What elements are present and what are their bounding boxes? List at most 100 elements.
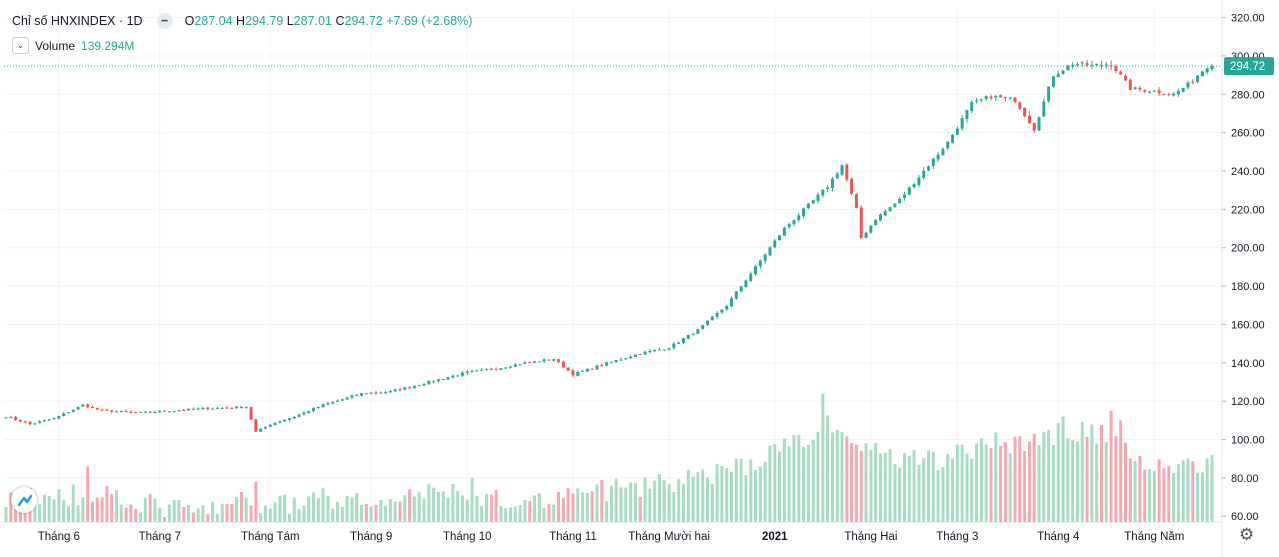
candle xyxy=(480,368,484,372)
candle xyxy=(561,360,565,368)
candle xyxy=(600,363,604,367)
volume-bar xyxy=(129,504,133,522)
candle xyxy=(456,374,460,377)
candle xyxy=(235,406,239,410)
chevron-down-icon[interactable]: ⌄ xyxy=(12,37,29,54)
volume-bar xyxy=(158,507,162,522)
symbol-title[interactable]: Chỉ số HNXINDEX · 1D xyxy=(12,14,143,28)
candle xyxy=(316,406,320,409)
candle xyxy=(989,94,993,101)
x-tick-label: Tháng 9 xyxy=(350,531,392,543)
volume-bar xyxy=(773,443,777,522)
volume-bar xyxy=(263,505,267,522)
volume-bar xyxy=(706,477,709,522)
volume-bar xyxy=(710,484,714,522)
volume-bar xyxy=(725,468,729,522)
candle xyxy=(936,151,940,162)
time-axis[interactable]: Tháng 6 Tháng 7 Tháng Tám Tháng 9 Tháng 10 Th… xyxy=(38,531,1185,543)
volume-bar xyxy=(38,504,42,522)
candle xyxy=(172,410,176,413)
candle xyxy=(494,367,498,371)
candle xyxy=(393,388,397,393)
candle xyxy=(951,134,955,144)
volume-bar xyxy=(1176,464,1180,522)
volume-bar xyxy=(1071,440,1075,522)
volume-bar xyxy=(1205,458,1209,522)
volume-bar xyxy=(1133,460,1137,522)
volume-bar xyxy=(595,484,599,522)
candle xyxy=(499,367,503,371)
volume-bar xyxy=(509,507,512,522)
candle xyxy=(1133,86,1137,90)
candle xyxy=(134,411,138,414)
candle xyxy=(86,403,90,409)
volume-bar xyxy=(782,438,786,522)
volume-bar xyxy=(1027,441,1031,522)
candle xyxy=(9,415,13,419)
candle xyxy=(1090,60,1094,70)
volume-bar xyxy=(287,513,291,522)
gear-icon[interactable]: ⚙ xyxy=(1239,525,1255,544)
volume-bar xyxy=(758,466,762,522)
tradingview-logo-icon[interactable] xyxy=(11,487,37,513)
y-tick-label: 320.00 xyxy=(1231,13,1265,25)
volume-bar xyxy=(730,471,734,522)
candle xyxy=(984,95,988,101)
candle xyxy=(225,406,229,409)
volume-bar xyxy=(547,504,551,522)
x-tick-label: Tháng Năm xyxy=(1124,531,1184,543)
volume-bar xyxy=(494,490,498,522)
volume-bar xyxy=(393,501,397,522)
candle xyxy=(653,349,657,352)
volume-bar xyxy=(436,492,440,522)
y-tick-label: 200.00 xyxy=(1231,243,1265,255)
volume-bar xyxy=(417,492,421,522)
volume-bar xyxy=(609,485,613,522)
volume-bar xyxy=(191,512,195,522)
candle xyxy=(754,265,758,277)
volume-bar xyxy=(1143,469,1147,522)
candle xyxy=(571,368,575,377)
volume-bar xyxy=(1090,424,1094,522)
volume-bar xyxy=(187,505,191,522)
volume-bar xyxy=(259,513,263,522)
volume-bar xyxy=(778,451,782,522)
x-tick-label: Tháng 11 xyxy=(549,531,597,543)
candle xyxy=(292,415,296,420)
volume-bar xyxy=(480,506,484,522)
volume-bar xyxy=(182,506,186,522)
volume-bar xyxy=(489,494,493,522)
volume-bar xyxy=(172,500,176,522)
volume-bar xyxy=(903,452,906,522)
candle xyxy=(845,163,849,182)
candle xyxy=(1143,89,1147,94)
volume-bar xyxy=(960,444,964,522)
volume-bar xyxy=(350,497,354,522)
candle xyxy=(326,401,330,406)
more-options-icon[interactable]: ━ xyxy=(156,13,173,29)
candle xyxy=(369,391,373,395)
candle xyxy=(355,393,359,397)
x-tick-label: 2021 xyxy=(762,531,788,543)
candle xyxy=(1051,75,1055,89)
volume-bar xyxy=(1210,454,1214,522)
volume-bar xyxy=(739,458,743,522)
volume-bar xyxy=(931,452,935,522)
candle xyxy=(1191,79,1195,85)
volume-bar xyxy=(912,449,916,522)
volume-bar xyxy=(1172,472,1176,522)
candle xyxy=(374,390,378,395)
candle xyxy=(345,396,349,401)
candle xyxy=(854,193,858,209)
candle xyxy=(66,412,70,414)
candle xyxy=(115,410,118,413)
volume-bar xyxy=(302,505,306,522)
volume-bar xyxy=(340,506,344,522)
candle xyxy=(1061,69,1065,75)
price-axis[interactable]: 60.00 80.00 100.00 120.00 140.00 160.00 180.00… xyxy=(1222,13,1274,524)
candle xyxy=(955,126,959,136)
volume-bar xyxy=(528,501,532,522)
volume-bar xyxy=(119,504,123,522)
volume-bar xyxy=(388,499,392,522)
